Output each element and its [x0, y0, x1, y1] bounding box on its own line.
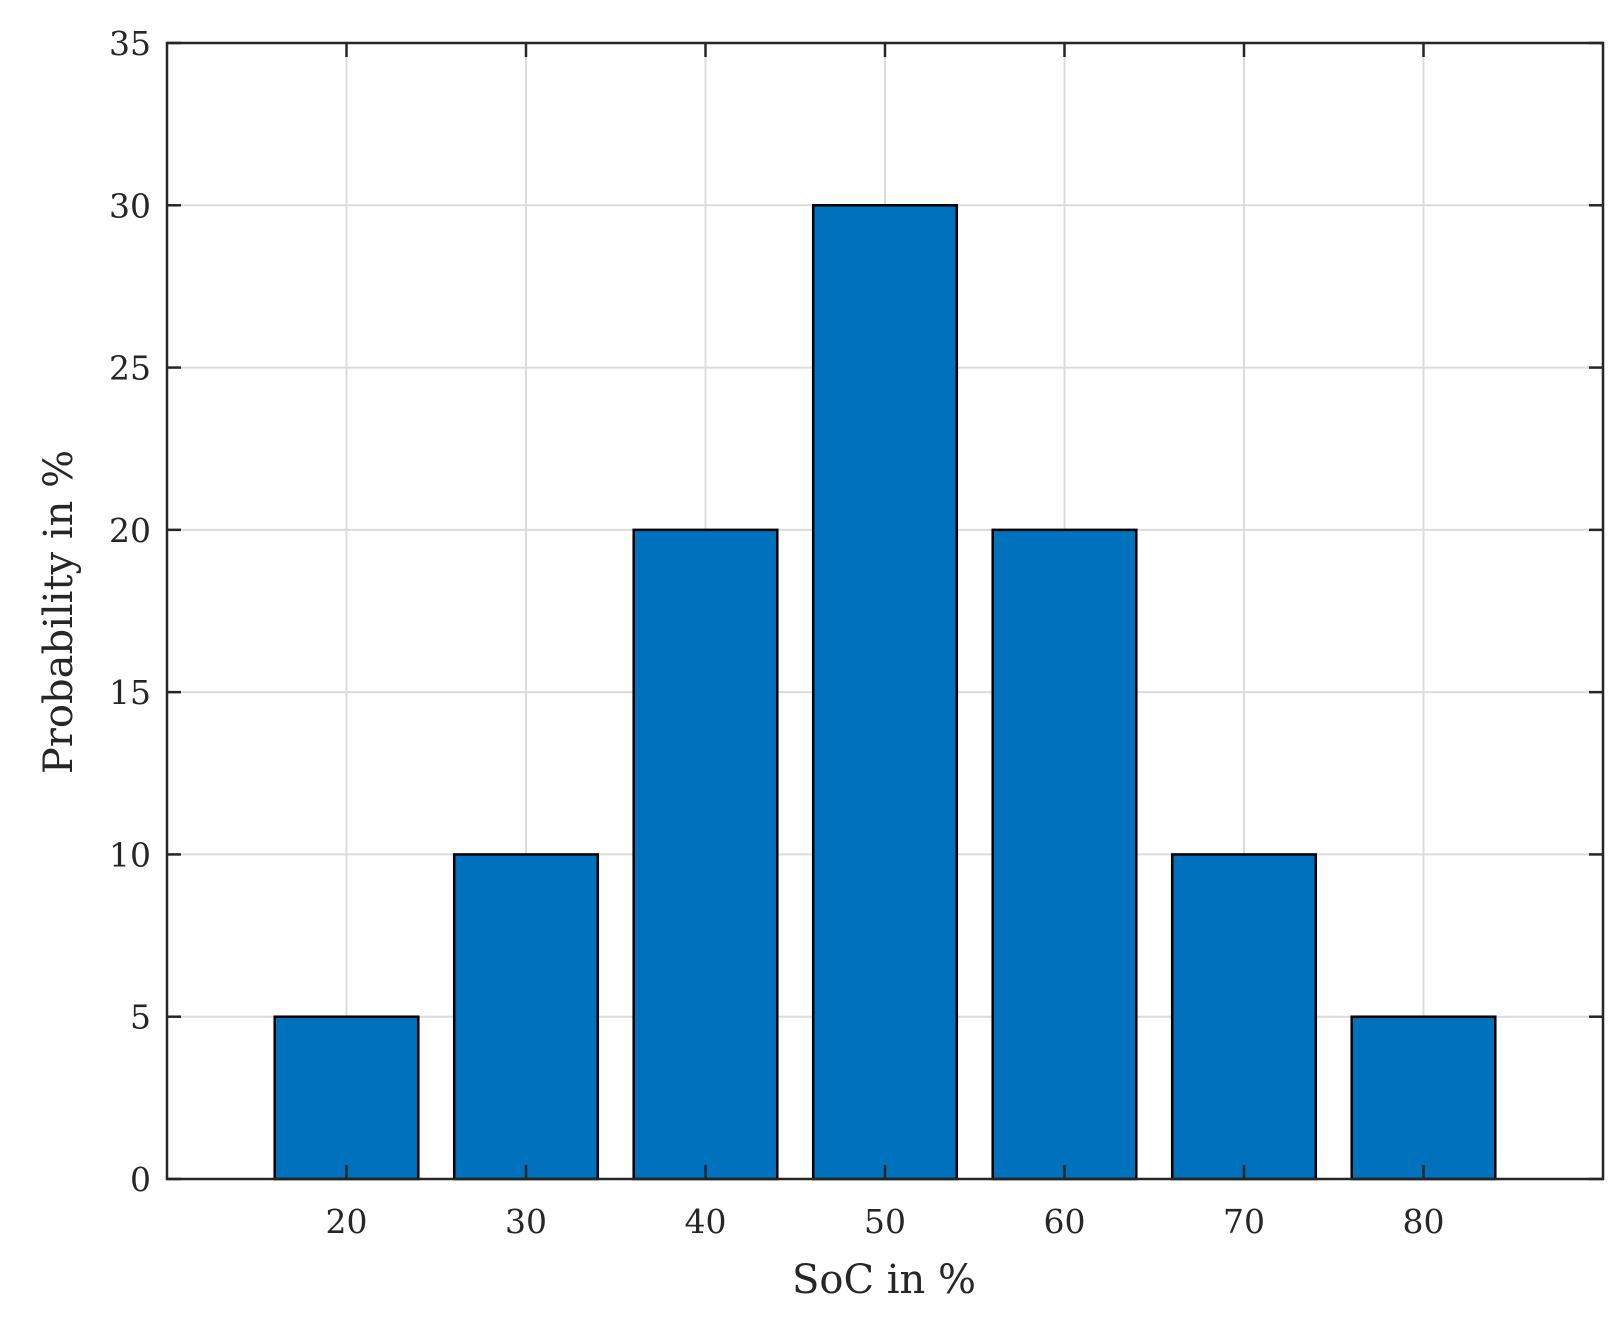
- y-tick-labels: 0 5 10 15 20 25 30 35: [109, 24, 151, 1199]
- x-axis-label: SoC in %: [792, 1257, 976, 1303]
- y-tick-label: 5: [130, 998, 151, 1037]
- x-tick-label: 40: [685, 1202, 727, 1241]
- bar-60: [991, 528, 1138, 1181]
- y-tick-label: 30: [109, 186, 151, 225]
- x-tick-label: 20: [326, 1202, 368, 1241]
- bar-50: [811, 204, 959, 1181]
- bar-40: [632, 528, 779, 1181]
- bar-30: [452, 853, 600, 1181]
- x-tick-label: 70: [1223, 1202, 1265, 1241]
- y-tick-label: 0: [130, 1160, 151, 1199]
- bar-80: [1350, 1015, 1497, 1181]
- y-tick-label: 10: [109, 835, 151, 874]
- bar-20: [273, 1015, 420, 1181]
- y-tick-label: 35: [109, 24, 151, 63]
- x-tick-labels: 20 30 40 50 60 70 80: [326, 1202, 1445, 1241]
- y-tick-label: 25: [109, 349, 151, 388]
- y-tick-label: 20: [109, 511, 151, 550]
- y-axis-label: Probability in %: [36, 450, 82, 774]
- x-tick-label: 50: [864, 1202, 906, 1241]
- axis-ticks: [167, 41, 1603, 1181]
- x-tick-label: 80: [1403, 1202, 1445, 1241]
- x-tick-label: 60: [1044, 1202, 1086, 1241]
- x-tick-label: 30: [505, 1202, 547, 1241]
- bar-70: [1170, 853, 1318, 1181]
- bars: [273, 204, 1497, 1181]
- y-tick-label: 15: [109, 673, 151, 712]
